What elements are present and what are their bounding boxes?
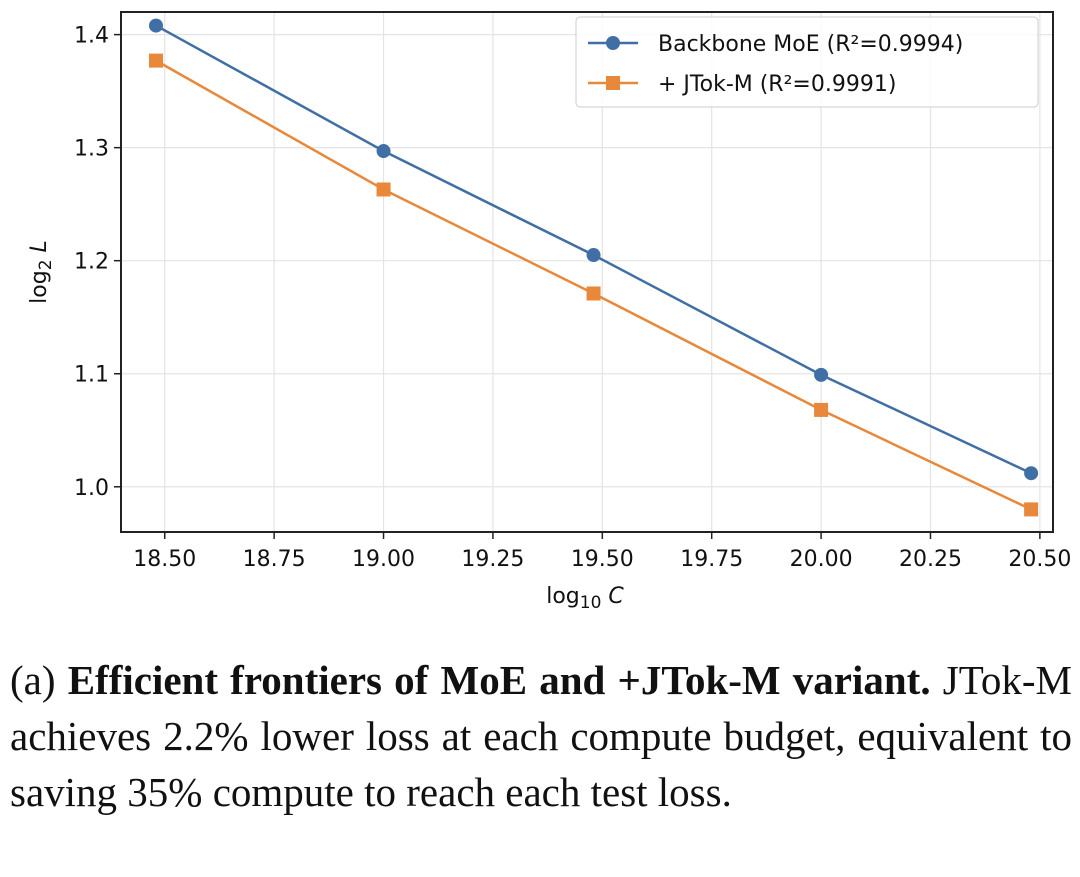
- y-tick-label: 1.0: [74, 476, 109, 501]
- x-tick-label: 19.00: [352, 547, 415, 572]
- data-point: [586, 286, 601, 301]
- data-point: [814, 402, 829, 417]
- data-point: [149, 53, 164, 68]
- chart: 18.50 18.75 19.00 19.25 19.50 19.75 20.00 20.25…: [27, 11, 1071, 613]
- data-point: [814, 367, 829, 382]
- x-tick-label: 19.25: [461, 547, 524, 572]
- y-tick-label: 1.1: [74, 363, 109, 388]
- caption-label: (a): [10, 657, 56, 703]
- data-point: [376, 144, 391, 159]
- caption-title: Efficient frontiers of MoE and +JTok-M v…: [67, 657, 931, 703]
- x-tick-label: 18.75: [243, 547, 306, 572]
- data-point: [149, 18, 164, 33]
- figure-caption: (a) Efficient frontiers of MoE and +JTok…: [10, 652, 1072, 820]
- x-tick-label: 19.50: [571, 547, 634, 572]
- y-tick-label: 1.4: [74, 24, 109, 49]
- caption-body: JTok-M achieves 2.2% lower loss at each …: [10, 657, 1073, 815]
- data-point: [1024, 466, 1039, 481]
- x-tick-label: 19.75: [680, 547, 743, 572]
- legend-label: + JTok-M (R²=0.9991): [658, 72, 896, 97]
- data-point: [586, 248, 601, 263]
- legend: Backbone MoE (R²=0.9994) + JTok-M (R²=0.9…: [575, 16, 1039, 108]
- legend-label: Backbone MoE (R²=0.9994): [658, 32, 963, 57]
- y-axis-label: log2 L: [27, 240, 56, 304]
- x-tick-label: 18.50: [133, 547, 196, 572]
- data-point: [376, 182, 391, 197]
- legend-marker: [606, 76, 620, 90]
- axes-frame: [120, 11, 1054, 533]
- x-axis-label: log10 C: [546, 584, 624, 613]
- x-tick-label: 20.50: [1008, 547, 1071, 572]
- legend-marker: [606, 36, 620, 50]
- y-tick-label: 1.3: [74, 137, 109, 162]
- data-point: [1024, 502, 1039, 517]
- y-tick-label: 1.2: [74, 250, 109, 275]
- series-line-1: [155, 59, 1032, 511]
- x-tick-label: 20.00: [790, 547, 853, 572]
- x-tick-label: 20.25: [899, 547, 962, 572]
